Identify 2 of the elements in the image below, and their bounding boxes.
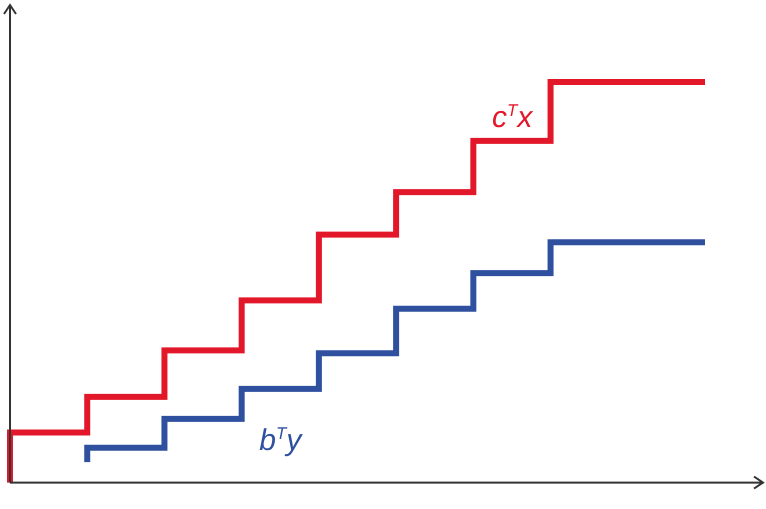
series-label: c$^{T}$x	[492, 100, 532, 134]
series-label: b$^{T}$y	[259, 424, 302, 457]
